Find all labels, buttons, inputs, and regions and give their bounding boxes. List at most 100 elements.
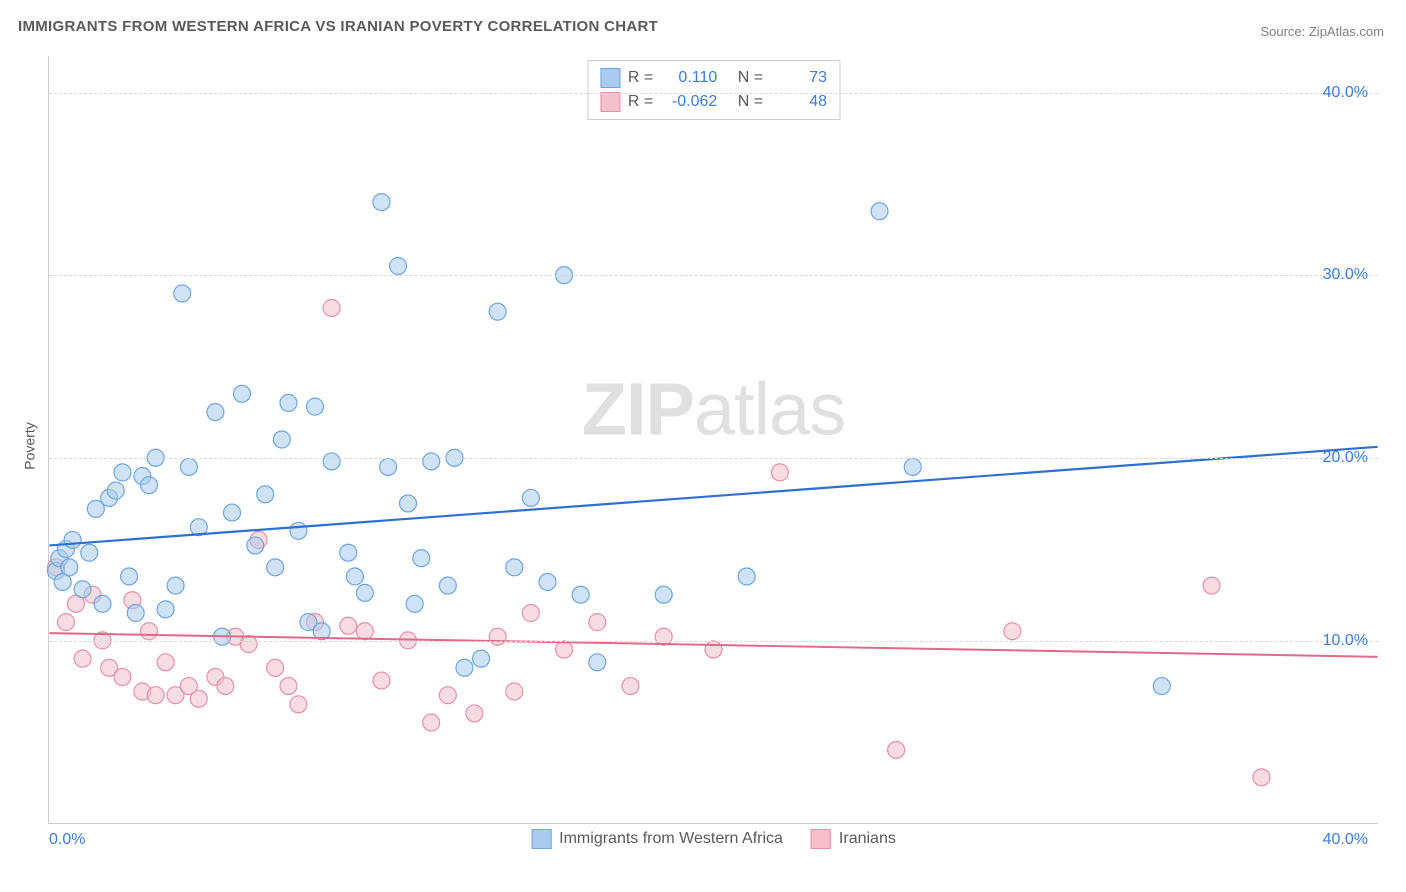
data-point	[61, 559, 78, 576]
data-point	[439, 687, 456, 704]
scatter-svg	[49, 56, 1378, 823]
data-point	[257, 486, 274, 503]
y-tick-label: 10.0%	[1323, 632, 1368, 650]
data-point	[589, 654, 606, 671]
gridline	[49, 458, 1378, 459]
data-point	[157, 601, 174, 618]
data-point	[180, 458, 197, 475]
y-tick-label: 20.0%	[1323, 449, 1368, 467]
gridline	[49, 93, 1378, 94]
source-link[interactable]: ZipAtlas.com	[1309, 24, 1384, 39]
legend-label-pink: Iranians	[839, 830, 896, 848]
data-point	[114, 668, 131, 685]
data-point	[373, 194, 390, 211]
data-point	[705, 641, 722, 658]
data-point	[323, 453, 340, 470]
source-label: Source:	[1260, 24, 1308, 39]
data-point	[413, 550, 430, 567]
plot-area: ZIPatlas R = 0.110 N = 73 R = -0.062 N =…	[48, 56, 1378, 824]
data-point	[466, 705, 483, 722]
data-point	[190, 690, 207, 707]
data-point	[121, 568, 138, 585]
data-point	[473, 650, 490, 667]
data-point	[888, 741, 905, 758]
data-point	[589, 614, 606, 631]
data-point	[346, 568, 363, 585]
data-point	[406, 595, 423, 612]
data-point	[506, 683, 523, 700]
data-point	[233, 385, 250, 402]
data-point	[539, 573, 556, 590]
series-legend: Immigrants from Western Africa Iranians	[531, 829, 896, 849]
data-point	[247, 537, 264, 554]
data-point	[1153, 678, 1170, 695]
data-point	[140, 477, 157, 494]
data-point	[655, 586, 672, 603]
data-point	[522, 604, 539, 621]
data-point	[356, 584, 373, 601]
swatch-blue-icon	[531, 829, 551, 849]
data-point	[771, 464, 788, 481]
data-point	[64, 531, 81, 548]
data-point	[290, 522, 307, 539]
source-attribution: Source: ZipAtlas.com	[1260, 24, 1384, 39]
data-point	[127, 604, 144, 621]
legend-label-blue: Immigrants from Western Africa	[559, 830, 783, 848]
data-point	[280, 394, 297, 411]
data-point	[1004, 623, 1021, 640]
data-point	[280, 678, 297, 695]
y-tick-label: 30.0%	[1323, 266, 1368, 284]
data-point	[174, 285, 191, 302]
data-point	[622, 678, 639, 695]
data-point	[390, 258, 407, 275]
swatch-pink-icon	[811, 829, 831, 849]
data-point	[340, 617, 357, 634]
data-point	[489, 628, 506, 645]
data-point	[655, 628, 672, 645]
data-point	[423, 453, 440, 470]
gridline	[49, 275, 1378, 276]
x-tick-max: 40.0%	[1323, 831, 1368, 849]
data-point	[572, 586, 589, 603]
data-point	[522, 489, 539, 506]
data-point	[74, 650, 91, 667]
data-point	[738, 568, 755, 585]
data-point	[456, 659, 473, 676]
data-point	[267, 659, 284, 676]
data-point	[871, 203, 888, 220]
data-point	[439, 577, 456, 594]
data-point	[506, 559, 523, 576]
data-point	[356, 623, 373, 640]
data-point	[380, 458, 397, 475]
data-point	[147, 687, 164, 704]
data-point	[423, 714, 440, 731]
data-point	[1253, 769, 1270, 786]
data-point	[273, 431, 290, 448]
data-point	[556, 641, 573, 658]
data-point	[57, 614, 74, 631]
data-point	[373, 672, 390, 689]
data-point	[207, 404, 224, 421]
data-point	[140, 623, 157, 640]
data-point	[224, 504, 241, 521]
data-point	[74, 581, 91, 598]
data-point	[167, 577, 184, 594]
data-point	[114, 464, 131, 481]
legend-item-blue: Immigrants from Western Africa	[531, 829, 783, 849]
data-point	[217, 678, 234, 695]
y-tick-label: 40.0%	[1323, 84, 1368, 102]
data-point	[290, 696, 307, 713]
data-point	[307, 398, 324, 415]
data-point	[267, 559, 284, 576]
data-point	[904, 458, 921, 475]
data-point	[81, 544, 98, 561]
data-point	[323, 300, 340, 317]
gridline	[49, 641, 1378, 642]
data-point	[400, 495, 417, 512]
data-point	[94, 595, 111, 612]
chart-title: IMMIGRANTS FROM WESTERN AFRICA VS IRANIA…	[18, 18, 658, 35]
data-point	[240, 636, 257, 653]
data-point	[340, 544, 357, 561]
y-axis-label: Poverty	[22, 422, 38, 469]
trend-line	[49, 447, 1377, 546]
